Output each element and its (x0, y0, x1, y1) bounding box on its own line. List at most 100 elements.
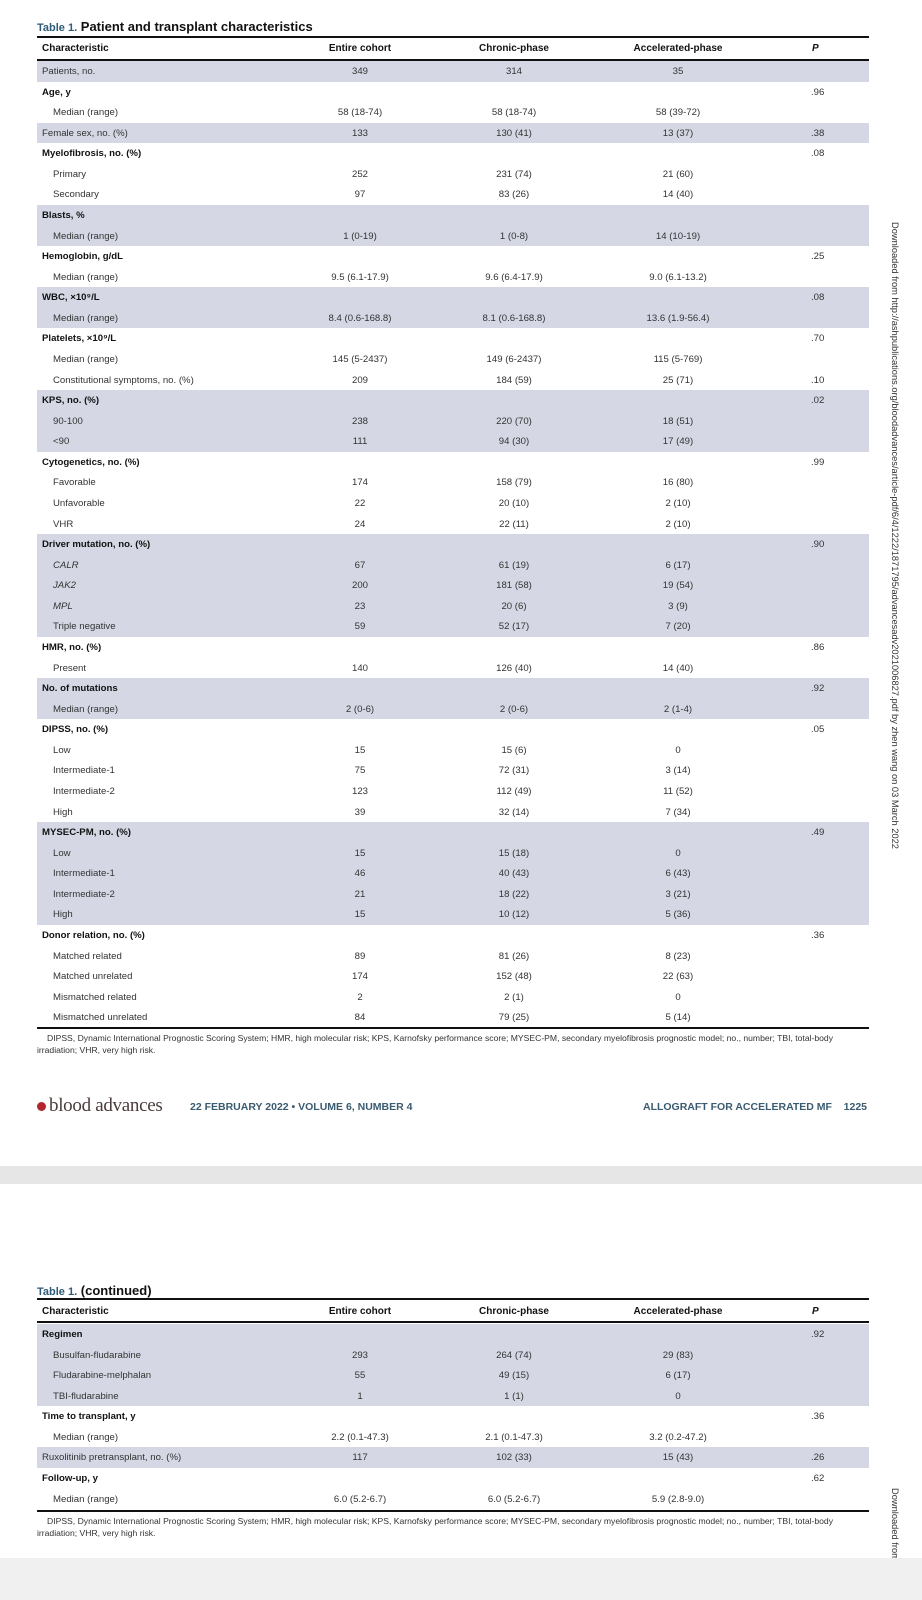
cell-text: Present (53, 662, 87, 674)
cell-text: Median (range) (53, 312, 119, 324)
cell-text: Intermediate-1 (53, 765, 115, 777)
cell-text: High (53, 909, 73, 921)
column-header-entire-cohort: Entire cohort (328, 43, 392, 54)
cell-text: .62 (811, 1473, 825, 1484)
cell-text: .49 (811, 827, 825, 839)
cell-characteristic: Ruxolitinib pretransplant, no. (%) (42, 1452, 181, 1463)
cell-characteristic: Median (range) (53, 313, 118, 324)
cell-text: Median (range) (53, 703, 119, 715)
cell-text: 10 (12) (498, 909, 530, 921)
table-row: Mismatched related 2 2 (1) 0 (37, 987, 869, 1008)
table-row: Present 140 126 (40) 14 (40) (37, 658, 869, 679)
cell-text: 14 (40) (662, 189, 694, 201)
cell-characteristic: CALR (53, 560, 79, 571)
cell-text: 16 (80) (662, 477, 694, 489)
cell-text: 20 (6) (501, 600, 527, 612)
table-row: No. of mutations .92 (37, 678, 869, 699)
cell-p-value: .92 (811, 683, 824, 694)
cell-characteristic: No. of mutations (42, 683, 118, 694)
cell-text: 1 (357, 1390, 363, 1402)
cell-text: Time to transplant, y (42, 1411, 136, 1423)
cell-text: 21 (60) (662, 168, 694, 180)
cell-text: .08 (811, 292, 825, 304)
table-row: Intermediate-1 75 72 (31) 3 (14) (37, 760, 869, 781)
cell-text: Favorable (53, 477, 96, 489)
table-row: HMR, no. (%) .86 (37, 637, 869, 658)
table-row: Median (range) 2.2 (0.1-47.3) 2.1 (0.1-47.… (37, 1427, 869, 1448)
blood-drop-icon (37, 1101, 46, 1111)
cell-text: Blasts, % (42, 210, 85, 221)
cell-text: Platelets, ×10⁹/L (42, 333, 117, 345)
cell-text: 252 (352, 168, 369, 180)
cell-text: .36 (811, 1411, 825, 1423)
table-row: Regimen .92 (37, 1324, 869, 1345)
cell-text: 2 (1) (504, 991, 524, 1003)
table-label: Table 1. (37, 1286, 78, 1298)
cell-text: Median (range) (53, 107, 119, 119)
cell-text: Median (range) (53, 271, 119, 283)
cell-characteristic: <90 (53, 436, 69, 447)
cell-text: 117 (352, 1452, 368, 1464)
cell-text: Intermediate-2 (53, 888, 115, 900)
cell-text: Age, y (42, 86, 71, 98)
cell-text: .92 (811, 683, 825, 695)
cell-characteristic: Follow-up, y (42, 1473, 98, 1484)
column-header-p-value: P (812, 1306, 819, 1317)
cell-p-value: .99 (811, 457, 824, 468)
cell-text: <90 (53, 436, 70, 448)
cell-characteristic: KPS, no. (%) (42, 395, 99, 406)
cell-text: .10 (811, 374, 825, 386)
cell-text: 1 (0-8) (499, 230, 529, 242)
table-row: Unfavorable 22 20 (10) 2 (10) (37, 493, 869, 514)
cell-text: 220 (70) (496, 415, 532, 427)
page-break (0, 1558, 922, 1600)
table-row: Intermediate-1 46 40 (43) 6 (43) (37, 863, 869, 884)
cell-p-value: .36 (811, 930, 824, 941)
cell-text: 2.2 (0.1-47.3) (331, 1431, 389, 1443)
cell-text: 293 (352, 1349, 369, 1361)
table-row: <90 111 94 (30) 17 (49) (37, 431, 869, 452)
cell-text: 19 (54) (662, 580, 694, 592)
cell-text: Mismatched unrelated (53, 1012, 148, 1024)
cell-text: 18 (22) (498, 888, 530, 900)
cell-text: 49 (15) (498, 1370, 530, 1382)
cell-text: 2 (10) (665, 498, 691, 509)
cell-p-value: .02 (811, 395, 824, 406)
cell-text: Median (range) (53, 1431, 119, 1443)
cell-text: .38 (811, 127, 825, 139)
header-rule (37, 1321, 869, 1323)
cell-p-value: .26 (811, 1452, 824, 1463)
cell-text: 22 (11) (499, 518, 529, 530)
cell-text: 149 (6-2437) (486, 354, 542, 365)
cell-text: 29 (83) (662, 1349, 694, 1361)
cell-characteristic: JAK2 (53, 580, 76, 591)
column-header-entire-cohort: Entire cohort (328, 1306, 392, 1317)
cell-text: 6 (17) (665, 559, 691, 571)
cell-text: 8.4 (0.6-168.8) (328, 312, 392, 324)
cell-text: 2 (1-4) (663, 703, 693, 715)
cell-text: Myelofibrosis, no. (%) (42, 148, 142, 160)
table-row: Median (range) 2 (0-6) 2 (0-6) 2 (1-4) (37, 698, 869, 720)
cell-text: 5 (36) (665, 909, 691, 921)
table-row: Fludarabine-melphalan 55 49 (15) 6 (17) (37, 1365, 869, 1386)
cell-p-value: .36 (811, 1411, 824, 1422)
cell-text: 2 (0-6) (345, 703, 375, 715)
cell-text: 13.6 (1.9-56.4) (646, 312, 710, 324)
table-row: Time to transplant, y .36 (37, 1406, 869, 1427)
table-row: Primary 252 231 (74) 21 (60) (37, 164, 869, 185)
cell-text: 6 (17) (665, 1370, 691, 1382)
cell-p-value: .10 (811, 375, 824, 386)
table-row: Hemoglobin, g/dL .25 (37, 246, 869, 267)
cell-text: 39 (354, 806, 366, 818)
table-row: MYSEC-PM, no. (%) .49 (37, 822, 869, 843)
cell-text: 2.1 (0.1-47.3) (485, 1431, 543, 1443)
cell-text: 0 (675, 991, 681, 1003)
cell-text: 0 (675, 1390, 681, 1402)
cell-text: 6 (43) (665, 868, 691, 880)
running-head-text: ALLOGRAFT FOR ACCELERATED MF (642, 1101, 832, 1113)
cell-text: 7 (20) (665, 621, 691, 633)
table-row: Median (range) 58 (18-74) 58 (18-74) 58 (39… (37, 102, 869, 123)
cell-text: 3 (21) (665, 888, 691, 900)
cell-text: JAK2 (53, 580, 76, 592)
cell-text: 112 (49) (496, 786, 532, 797)
